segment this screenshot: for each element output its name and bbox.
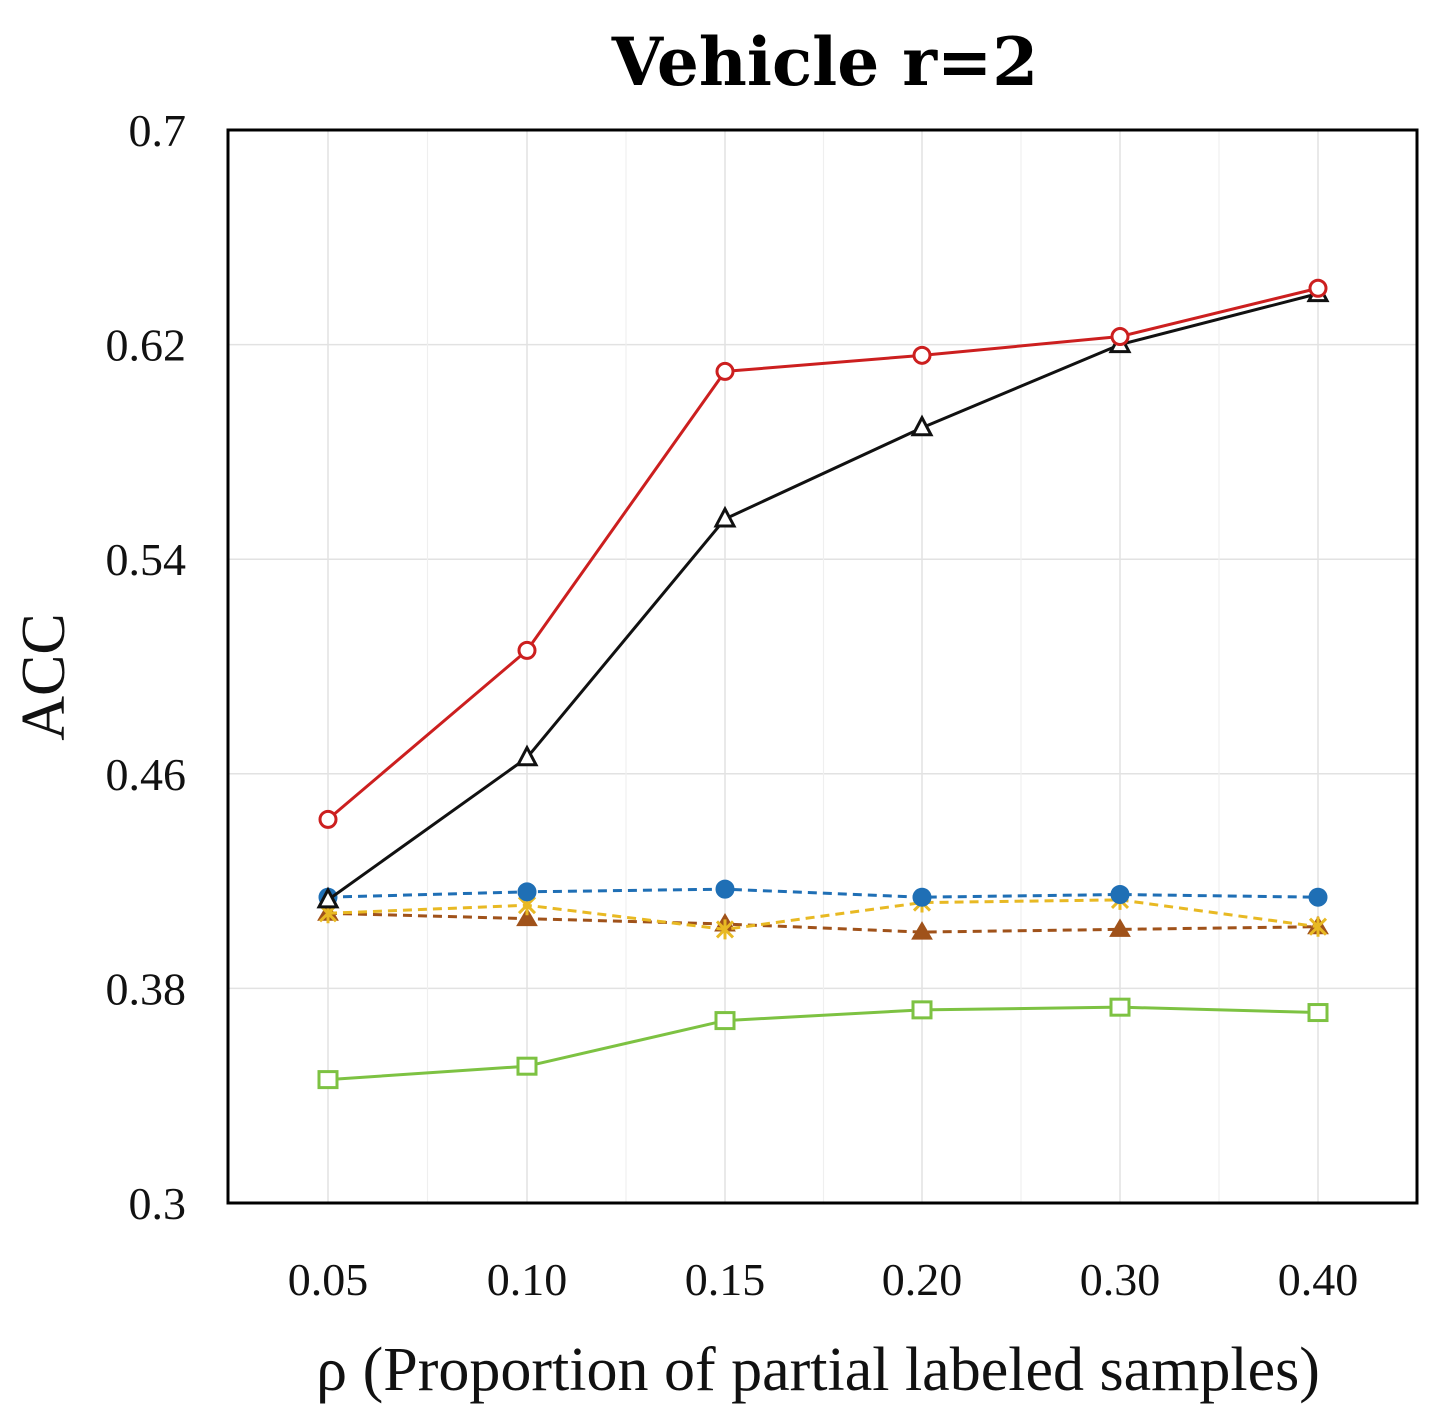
data-point xyxy=(1110,327,1130,347)
y-tick-label: 0.3 xyxy=(129,1178,187,1229)
plot-frame xyxy=(226,128,1419,1205)
data-point xyxy=(912,887,932,907)
data-point xyxy=(517,640,537,660)
data-point xyxy=(1109,997,1131,1017)
data-point xyxy=(713,505,737,528)
chart-title: Vehicle r=2 xyxy=(611,23,1038,101)
data-point xyxy=(1110,885,1130,905)
data-point xyxy=(912,345,932,365)
data-point xyxy=(714,1011,736,1031)
x-tick-label: 0.10 xyxy=(487,1254,568,1305)
data-point xyxy=(1308,916,1328,937)
x-tick-label: 0.30 xyxy=(1080,1254,1161,1305)
y-tick-label: 0.62 xyxy=(106,320,187,371)
x-tick-label: 0.40 xyxy=(1278,1254,1359,1305)
data-point xyxy=(910,414,934,437)
series-line xyxy=(327,1005,1319,1082)
series-line xyxy=(327,911,1319,934)
series-line xyxy=(327,292,1319,902)
data-point xyxy=(318,809,338,829)
series-line xyxy=(327,286,1319,821)
y-tick-label: 0.54 xyxy=(106,534,187,585)
data-point xyxy=(515,744,539,767)
series-layer xyxy=(316,278,1330,1090)
x-axis-label: ρ (Proportion of partial labeled samples… xyxy=(316,1336,1320,1404)
grid xyxy=(228,129,1417,1204)
y-tick-label: 0.46 xyxy=(106,749,187,800)
data-point xyxy=(516,907,538,927)
series-green-square xyxy=(317,997,1329,1090)
data-point xyxy=(1307,1003,1329,1023)
data-point xyxy=(1308,278,1328,298)
x-tick-label: 0.15 xyxy=(685,1254,766,1305)
data-point xyxy=(316,886,340,909)
y-tick-label: 0.7 xyxy=(129,105,187,156)
x-tick-label: 0.05 xyxy=(288,1254,369,1305)
data-point xyxy=(1109,918,1131,937)
data-point xyxy=(911,921,933,940)
data-point xyxy=(715,919,735,940)
series-line xyxy=(327,898,1319,931)
data-point xyxy=(1308,887,1328,907)
x-ticks: 0.05 0.10 0.15 0.20 0.30 0.40 xyxy=(288,1254,1359,1305)
y-axis-label: ACC xyxy=(10,613,78,740)
x-tick-label: 0.20 xyxy=(882,1254,963,1305)
data-point xyxy=(715,879,735,899)
series-red-circle xyxy=(318,278,1328,829)
data-point xyxy=(911,1000,933,1020)
data-point xyxy=(317,1070,339,1090)
y-ticks: 0.3 0.38 0.46 0.54 0.62 0.7 xyxy=(106,105,187,1229)
data-point xyxy=(517,882,537,902)
data-point xyxy=(715,361,735,381)
y-tick-label: 0.38 xyxy=(106,963,187,1014)
series-line xyxy=(327,887,1319,899)
data-point xyxy=(516,1056,538,1076)
